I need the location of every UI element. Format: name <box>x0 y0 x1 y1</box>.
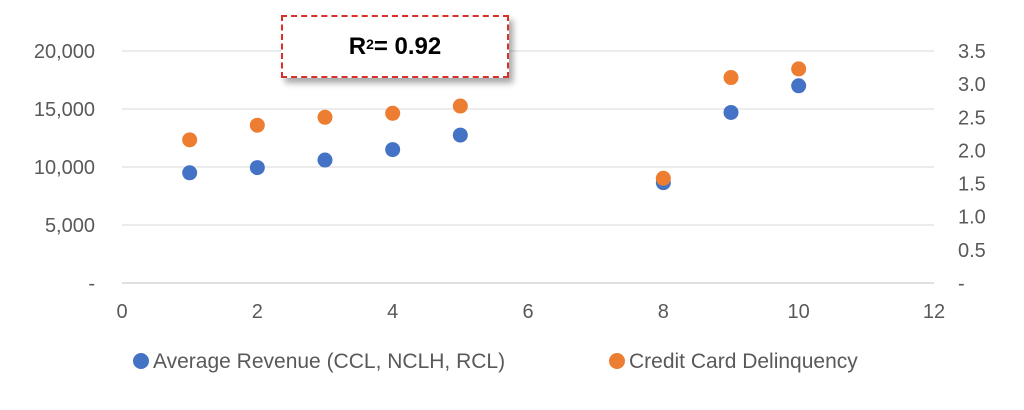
x-tick-label: 4 <box>387 301 398 323</box>
revenue-point <box>317 152 333 168</box>
y-right-tick-label: 1.5 <box>958 174 986 196</box>
revenue-point <box>723 104 739 120</box>
revenue-point <box>791 78 807 94</box>
delinquency-point <box>385 105 401 121</box>
y-right-tick-label: 2.0 <box>958 140 986 162</box>
gridlines <box>122 50 934 284</box>
y-right-tick-label: 2.5 <box>958 107 986 129</box>
y-right-tick-label: 3.5 <box>958 41 986 63</box>
y-left-tick-label: 5,000 <box>45 215 95 237</box>
revenue-point <box>182 165 198 181</box>
x-tick-label: 6 <box>522 301 533 323</box>
revenue-point <box>249 160 265 176</box>
x-tick-label: 10 <box>788 301 810 323</box>
x-tick-label: 2 <box>252 301 263 323</box>
legend-label-delinquency: Credit Card Delinquency <box>629 350 858 373</box>
r-squared-letter: R <box>348 32 367 60</box>
delinquency-point <box>249 117 265 133</box>
r-squared-annotation: R 2 = 0.92 <box>281 15 509 78</box>
y-right-tick-label: 0.5 <box>958 240 986 262</box>
x-axis-ticks: 0 2 4 6 8 10 12 <box>116 301 945 323</box>
r-squared-superscript: 2 <box>366 35 374 52</box>
y-left-tick-label: - <box>88 273 95 295</box>
legend: Average Revenue (CCL, NCLH, RCL) Credit … <box>133 350 858 373</box>
x-tick-label: 12 <box>923 301 945 323</box>
delinquency-point <box>182 132 198 148</box>
delinquency-point <box>655 170 671 186</box>
data-points <box>182 61 807 191</box>
legend-label-revenue: Average Revenue (CCL, NCLH, RCL) <box>153 350 505 373</box>
y-right-tick-label: - <box>958 273 965 295</box>
delinquency-point <box>317 109 333 125</box>
legend-marker-revenue <box>133 353 149 369</box>
x-tick-label: 0 <box>116 301 127 323</box>
right-y-axis-ticks: - 0.5 1.0 1.5 2.0 2.5 3.0 3.5 <box>958 41 986 295</box>
left-y-axis-ticks: - 5,000 10,000 15,000 20,000 <box>34 41 95 295</box>
delinquency-point <box>723 70 739 86</box>
delinquency-point <box>452 98 468 114</box>
revenue-point <box>385 142 401 158</box>
y-right-tick-label: 1.0 <box>958 207 986 229</box>
x-tick-label: 8 <box>658 301 669 323</box>
y-left-tick-label: 15,000 <box>34 99 95 121</box>
y-left-tick-label: 20,000 <box>34 41 95 63</box>
r-squared-value: = 0.92 <box>373 32 442 60</box>
revenue-point <box>452 127 468 143</box>
delinquency-point <box>791 61 807 77</box>
legend-marker-delinquency <box>609 353 625 369</box>
y-right-tick-label: 3.0 <box>958 74 986 96</box>
y-left-tick-label: 10,000 <box>34 157 95 179</box>
